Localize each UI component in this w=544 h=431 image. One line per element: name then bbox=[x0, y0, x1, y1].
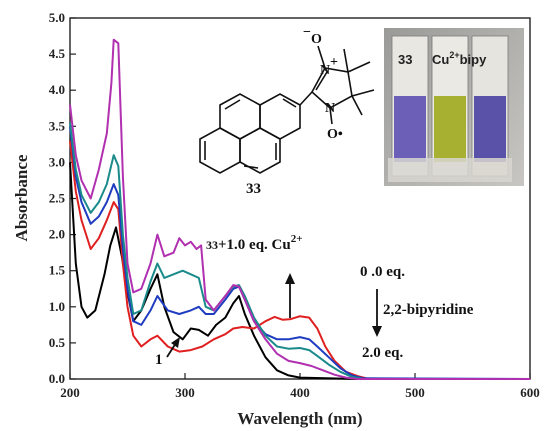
molecule-o-minus: − bbox=[303, 25, 311, 40]
y-tick-label: 2.0 bbox=[49, 227, 65, 242]
cuvette-photo: 33 Cu2+bipy bbox=[384, 28, 524, 186]
x-axis-title: Wavelength (nm) bbox=[237, 409, 362, 428]
molecule-structure bbox=[199, 45, 375, 174]
x-tick-label: 600 bbox=[520, 385, 540, 400]
methyl-1 bbox=[343, 48, 349, 73]
y-tick-label: 0.5 bbox=[49, 335, 66, 350]
photo-label-cu: Cu2+bipy bbox=[432, 50, 487, 67]
y-tick-label: 1.5 bbox=[49, 263, 66, 278]
label-bipyridine: 2,2-bipyridine bbox=[383, 302, 474, 318]
molecule-n-bottom: N bbox=[325, 101, 335, 116]
x-tick-label: 200 bbox=[60, 385, 80, 400]
label-zero-eq: 0 .0 eq. bbox=[360, 264, 405, 280]
series-line-3 bbox=[69, 126, 531, 380]
y-tick-label: 2.5 bbox=[49, 191, 66, 206]
label-eq-cu: +1.0 eq. Cu bbox=[218, 237, 291, 253]
methyl-4 bbox=[351, 95, 363, 116]
y-axis-title: Absorbance bbox=[12, 154, 31, 241]
label-33-prefix: 33 bbox=[206, 238, 218, 252]
y-tick-label: 1.0 bbox=[49, 299, 65, 314]
label-two-eq: 2.0 eq. bbox=[362, 345, 404, 361]
cuvette-rack bbox=[388, 158, 512, 182]
x-tick-label: 500 bbox=[405, 385, 425, 400]
y-tick-label: 3.0 bbox=[49, 154, 65, 169]
molecule-n-plus: + bbox=[330, 55, 338, 70]
molecule-n-label: N bbox=[320, 63, 330, 78]
y-tick-label: 0.0 bbox=[49, 371, 65, 386]
arrow-down-head bbox=[372, 326, 382, 337]
x-tick-label: 300 bbox=[175, 385, 195, 400]
pyrene-db-2 bbox=[282, 98, 297, 108]
pyrene-ring-d bbox=[199, 127, 241, 174]
cuvette-1-solution bbox=[394, 96, 426, 162]
n-oxide-bond bbox=[317, 45, 326, 69]
pyrene-ring-b bbox=[259, 93, 301, 140]
photo-bipy-text: bipy bbox=[460, 52, 487, 67]
arrow-1-head bbox=[171, 337, 180, 348]
cn-double-bond bbox=[315, 71, 328, 91]
molecule-number-label: 33 bbox=[246, 181, 261, 197]
methyl-2 bbox=[347, 61, 371, 73]
photo-cu-text: Cu bbox=[432, 52, 449, 67]
imidazoline-ring bbox=[310, 67, 353, 109]
label-1: 1 bbox=[155, 352, 163, 368]
y-tick-label: 4.5 bbox=[49, 46, 66, 61]
label-33-cu: 33+1.0 eq. Cu2+ bbox=[206, 233, 303, 253]
photo-cu-superscript: 2+ bbox=[449, 50, 459, 60]
series-line-2 bbox=[69, 140, 530, 380]
series-group bbox=[69, 38, 531, 380]
pyrene-db-5 bbox=[243, 165, 259, 169]
molecule-o-top: O bbox=[311, 32, 322, 47]
y-tick-label: 3.5 bbox=[49, 118, 66, 133]
pyrene-link-bond bbox=[299, 91, 313, 106]
n-radical-bond bbox=[329, 107, 333, 125]
y-tick-label: 4.0 bbox=[49, 82, 65, 97]
y-tick-label: 5.0 bbox=[49, 10, 65, 25]
pyrene-db-1 bbox=[224, 99, 241, 110]
series-line-1 bbox=[69, 162, 530, 380]
arrow-up-head bbox=[285, 273, 295, 284]
axis-ticks: 200 300 400 500 600 0.0 0.5 1.0 1.5 2.0 2.5 3.0 3.5 4… bbox=[49, 10, 540, 400]
x-tick-label: 400 bbox=[290, 385, 310, 400]
series-line-5 bbox=[69, 38, 530, 380]
photo-label-33: 33 bbox=[398, 52, 412, 67]
molecule-o-radical: O• bbox=[327, 127, 343, 142]
cuvette-2-solution bbox=[434, 96, 466, 162]
series-line-4 bbox=[69, 122, 530, 380]
methyl-3 bbox=[351, 89, 375, 97]
label-cu-superscript: 2+ bbox=[291, 233, 303, 245]
cuvette-3-solution bbox=[474, 96, 506, 162]
